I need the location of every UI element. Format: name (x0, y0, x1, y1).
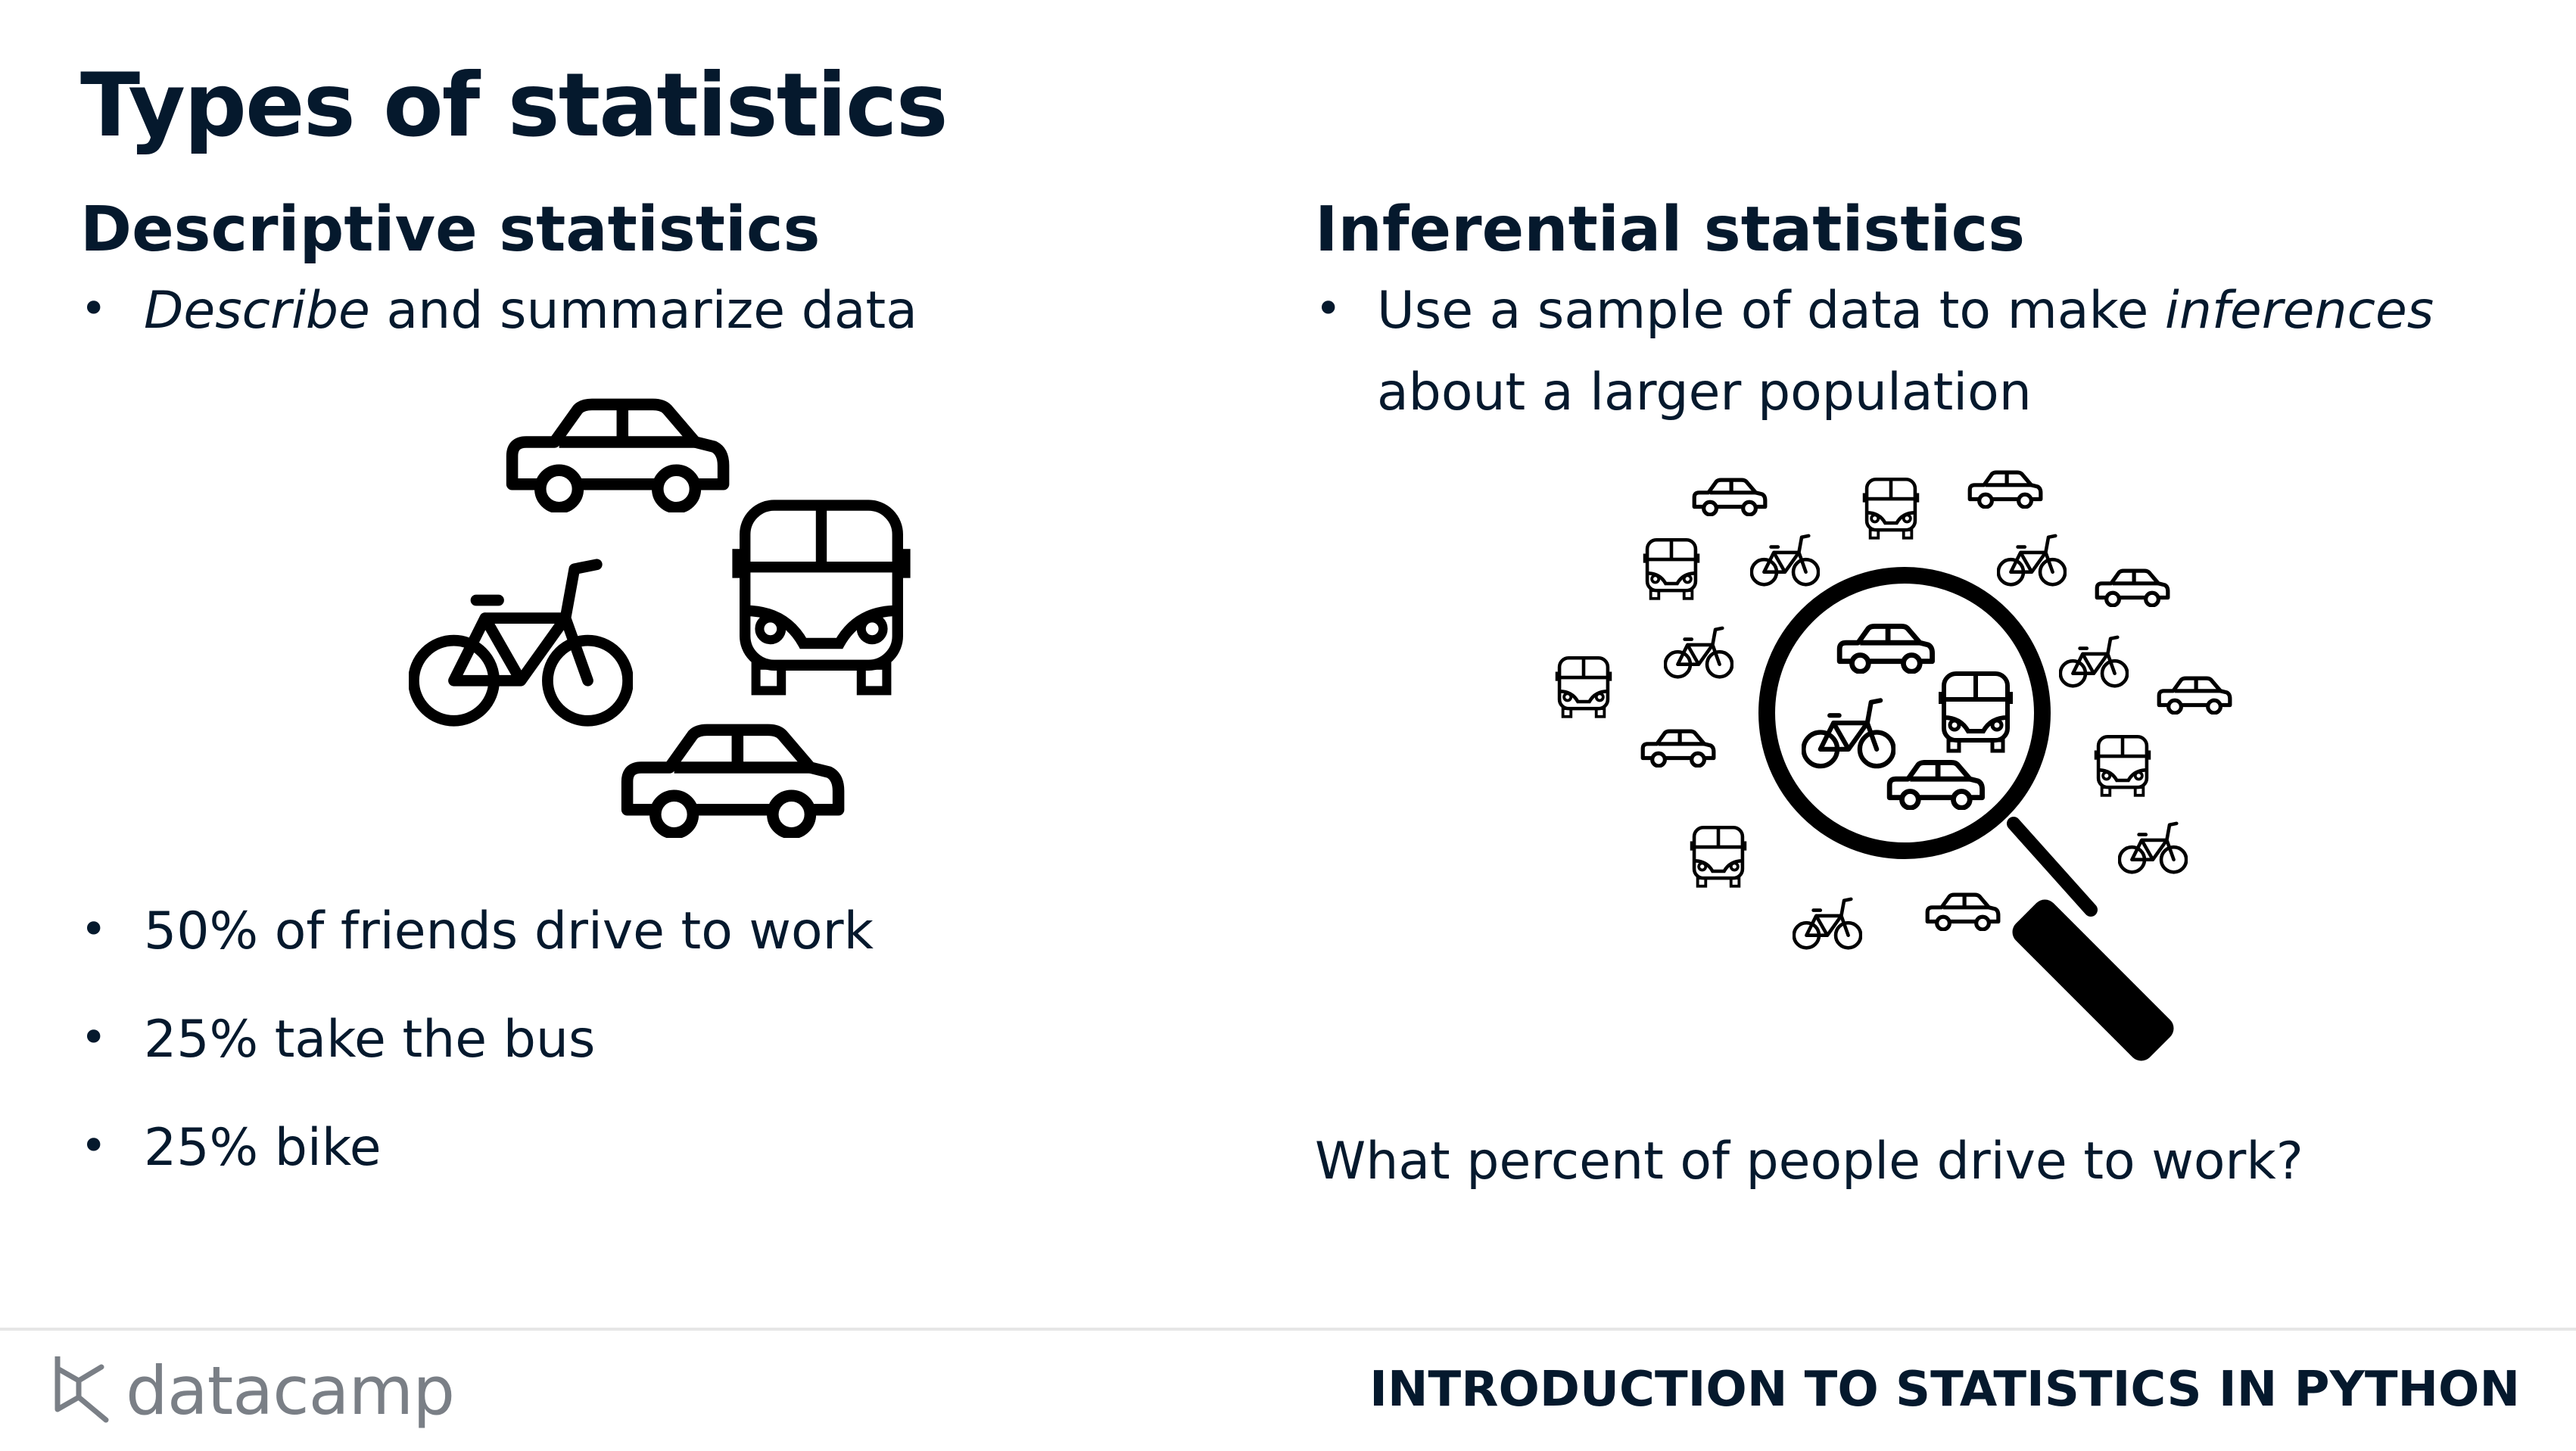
brand-name: datacamp (126, 1352, 455, 1430)
bicycle-icon (1665, 628, 1732, 677)
bicycle-icon (413, 565, 628, 721)
intro-italic: Describe (144, 281, 370, 341)
car-icon (628, 730, 839, 833)
bicycle-icon (1752, 536, 1818, 584)
course-title: INTRODUCTION TO STATISTICS IN PYTHON (1369, 1362, 2520, 1418)
intro-line2: about a larger population (1377, 363, 2032, 422)
bicycle-icon (2060, 637, 2127, 686)
bullet-dot: • (80, 903, 107, 956)
point-text: 25% take the bus (144, 1010, 596, 1070)
bullet-dot: • (80, 1119, 107, 1172)
point-text: 50% of friends drive to work (144, 901, 874, 961)
bus-icon (1692, 827, 1745, 886)
footer-divider (0, 1328, 2576, 1331)
intro-line1: Use a sample of data to make (1377, 281, 2165, 341)
bullet-dot: • (80, 1011, 107, 1064)
bullet-dot: • (80, 282, 107, 335)
magnifying-glass-icon (1758, 567, 2174, 1061)
bus-icon (2096, 736, 2149, 796)
bus-icon (1645, 540, 1698, 599)
descriptive-point-list: • 50% of friends drive to work • 25% tak… (80, 901, 1064, 1203)
car-icon (2097, 571, 2168, 606)
descriptive-intro: • Describe and summarize data (80, 280, 1064, 348)
bus-icon (1864, 479, 1917, 538)
intro-italic: inferences (2164, 281, 2434, 341)
slide-title: Types of statistics (80, 54, 948, 157)
car-icon (512, 404, 724, 507)
bicycle-icon (1998, 536, 2065, 584)
bicycle-icon (1794, 899, 1861, 948)
descriptive-illustration (409, 386, 939, 840)
inferential-illustration (1544, 462, 2271, 1061)
car-icon (1927, 895, 1998, 929)
inferential-intro: • Use a sample of data to make inference… (1315, 280, 2526, 431)
car-icon (1694, 480, 1765, 515)
car-icon (2159, 678, 2230, 713)
datacamp-logo-icon (55, 1356, 109, 1423)
inferential-heading: Inferential statistics (1315, 194, 2026, 266)
bus-icon (738, 506, 905, 691)
bus-icon (1557, 658, 1610, 717)
bicycle-icon (2120, 824, 2186, 872)
car-icon (1643, 731, 1714, 766)
inferential-question: What percent of people drive to work? (1315, 1132, 2303, 1191)
point-text: 25% bike (144, 1118, 382, 1178)
bullet-dot: • (1315, 282, 1342, 335)
car-icon (1970, 472, 2041, 507)
descriptive-heading: Descriptive statistics (80, 194, 821, 266)
intro-rest: and summarize data (369, 281, 917, 341)
